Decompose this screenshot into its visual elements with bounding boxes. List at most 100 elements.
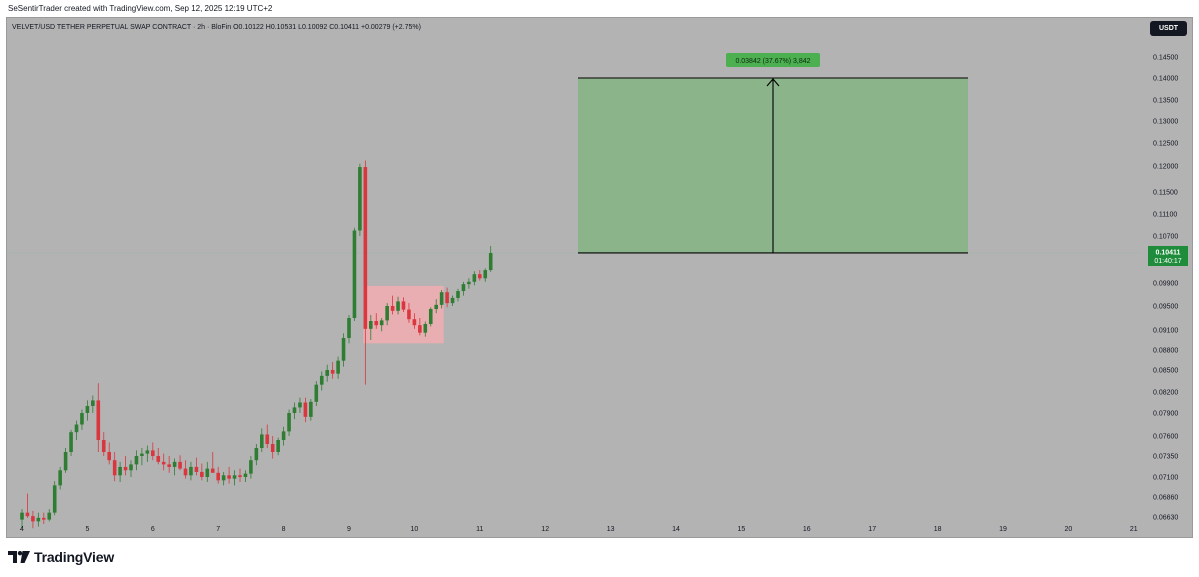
candle-body [292, 407, 297, 413]
candle-body [101, 440, 106, 452]
candle [80, 409, 84, 430]
candle-body [107, 452, 111, 461]
candle [205, 461, 210, 482]
candle [369, 315, 373, 340]
candle-body [314, 384, 319, 402]
candle-body [287, 413, 291, 432]
candle [281, 426, 286, 446]
candle [330, 362, 335, 379]
candle [352, 227, 357, 321]
y-tick-label: 0.07100 [1153, 475, 1178, 482]
candle-body [341, 338, 346, 361]
candle-body [42, 517, 46, 520]
x-tick-label: 4 [20, 526, 24, 533]
x-tick-label: 19 [999, 526, 1007, 533]
candle [42, 512, 46, 524]
candle-body [80, 413, 84, 425]
candle-body [189, 466, 193, 476]
y-tick-label: 0.10700 [1153, 234, 1178, 241]
candle-body [129, 464, 133, 471]
x-tick-label: 21 [1130, 526, 1138, 533]
candle [461, 281, 466, 296]
price-tag-countdown: 01:40:17 [1154, 258, 1181, 265]
candle [407, 303, 411, 323]
y-tick-label: 0.07900 [1153, 411, 1178, 418]
candle [423, 321, 428, 337]
x-tick-label: 6 [151, 526, 155, 533]
candle-body [450, 297, 455, 304]
candle [129, 460, 133, 477]
candle-body [325, 370, 329, 376]
candle-body [85, 406, 90, 413]
candle-body [134, 456, 139, 465]
candle [358, 163, 362, 236]
candle [347, 315, 351, 344]
candle [25, 493, 30, 518]
candle-body [412, 319, 417, 326]
x-tick-label: 8 [282, 526, 286, 533]
candle-body [200, 471, 204, 477]
candle [303, 397, 308, 423]
x-tick-label: 10 [411, 526, 419, 533]
y-tick-label: 0.07600 [1153, 434, 1178, 441]
candle [101, 432, 106, 456]
candle-body [281, 431, 286, 440]
candle-body [96, 400, 101, 440]
candle [227, 466, 231, 484]
candle-body [265, 434, 270, 444]
candle-body [227, 475, 231, 479]
candle-body [194, 466, 199, 472]
candle-body [439, 292, 444, 305]
y-tick-label: 0.07350 [1153, 454, 1178, 461]
candle [428, 307, 433, 327]
candle [151, 442, 155, 461]
candle-body [47, 512, 52, 520]
measure-arrow-head [766, 78, 780, 87]
candle [379, 318, 384, 332]
candle [52, 481, 57, 516]
candle-body [210, 468, 215, 473]
y-tick-label: 0.14000 [1153, 76, 1178, 83]
tradingview-logo[interactable]: TradingView [8, 549, 114, 565]
candle-body [478, 274, 482, 279]
candle-body [309, 401, 313, 417]
x-tick-label: 11 [476, 526, 483, 533]
price-tag-bg [1148, 245, 1188, 266]
symbol-ohlc-legend: VELVET/USD TETHER PERPETUAL SWAP CONTRAC… [12, 24, 421, 31]
candle [91, 395, 95, 413]
candle-body [352, 230, 357, 318]
x-tick-label: 15 [738, 526, 746, 533]
candle-body [232, 475, 237, 479]
candle [189, 461, 193, 481]
current-price-tag: 0.10411 01:40:17 [1148, 245, 1188, 266]
y-tick-label: 0.09900 [1153, 281, 1178, 288]
candle [96, 383, 101, 452]
candle [36, 512, 41, 527]
candle [292, 402, 297, 420]
currency-button[interactable]: USDT [1150, 21, 1187, 36]
candle-body [270, 444, 275, 452]
y-tick-label: 0.08800 [1153, 348, 1178, 355]
candle-body [461, 284, 466, 292]
candle-body [336, 360, 340, 374]
y-tick-label: 0.11100 [1153, 212, 1177, 219]
candle [161, 453, 166, 471]
candle [341, 333, 346, 367]
y-tick-label: 0.06860 [1153, 495, 1178, 502]
candle-body [25, 512, 30, 517]
candle-body [140, 453, 144, 456]
candle-body [428, 309, 433, 324]
candle [183, 460, 188, 479]
candle-body [69, 432, 73, 452]
x-tick-label: 9 [347, 526, 351, 533]
candle-body [467, 281, 471, 285]
x-tick-label: 13 [607, 526, 615, 533]
candles [20, 160, 493, 529]
x-tick-label: 20 [1065, 526, 1073, 533]
candle [488, 245, 493, 272]
candle-body [418, 325, 422, 333]
candle-body [91, 400, 95, 406]
y-tick-label: 0.09100 [1153, 328, 1178, 335]
candle [156, 448, 161, 465]
